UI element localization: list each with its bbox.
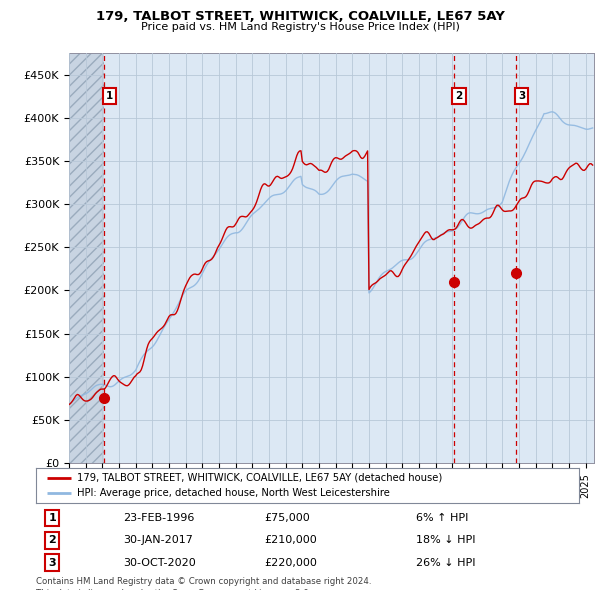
Text: 3: 3 bbox=[49, 558, 56, 568]
Bar bbox=[69, 53, 104, 463]
Text: HPI: Average price, detached house, North West Leicestershire: HPI: Average price, detached house, Nort… bbox=[77, 489, 389, 499]
Text: 30-JAN-2017: 30-JAN-2017 bbox=[123, 536, 193, 545]
Text: 1: 1 bbox=[106, 91, 113, 101]
Text: 30-OCT-2020: 30-OCT-2020 bbox=[123, 558, 196, 568]
Text: £220,000: £220,000 bbox=[264, 558, 317, 568]
Bar bbox=[104, 53, 594, 463]
Text: £75,000: £75,000 bbox=[264, 513, 310, 523]
Text: Contains HM Land Registry data © Crown copyright and database right 2024.
This d: Contains HM Land Registry data © Crown c… bbox=[36, 577, 371, 590]
Text: 26% ↓ HPI: 26% ↓ HPI bbox=[416, 558, 476, 568]
Text: 179, TALBOT STREET, WHITWICK, COALVILLE, LE67 5AY (detached house): 179, TALBOT STREET, WHITWICK, COALVILLE,… bbox=[77, 473, 442, 483]
Text: Price paid vs. HM Land Registry's House Price Index (HPI): Price paid vs. HM Land Registry's House … bbox=[140, 22, 460, 32]
Text: 1: 1 bbox=[49, 513, 56, 523]
Text: £210,000: £210,000 bbox=[264, 536, 317, 545]
Text: 23-FEB-1996: 23-FEB-1996 bbox=[123, 513, 194, 523]
Text: 6% ↑ HPI: 6% ↑ HPI bbox=[416, 513, 469, 523]
Text: 2: 2 bbox=[455, 91, 463, 101]
Text: 2: 2 bbox=[49, 536, 56, 545]
Text: 179, TALBOT STREET, WHITWICK, COALVILLE, LE67 5AY: 179, TALBOT STREET, WHITWICK, COALVILLE,… bbox=[95, 10, 505, 23]
Text: 18% ↓ HPI: 18% ↓ HPI bbox=[416, 536, 476, 545]
Text: 3: 3 bbox=[518, 91, 525, 101]
